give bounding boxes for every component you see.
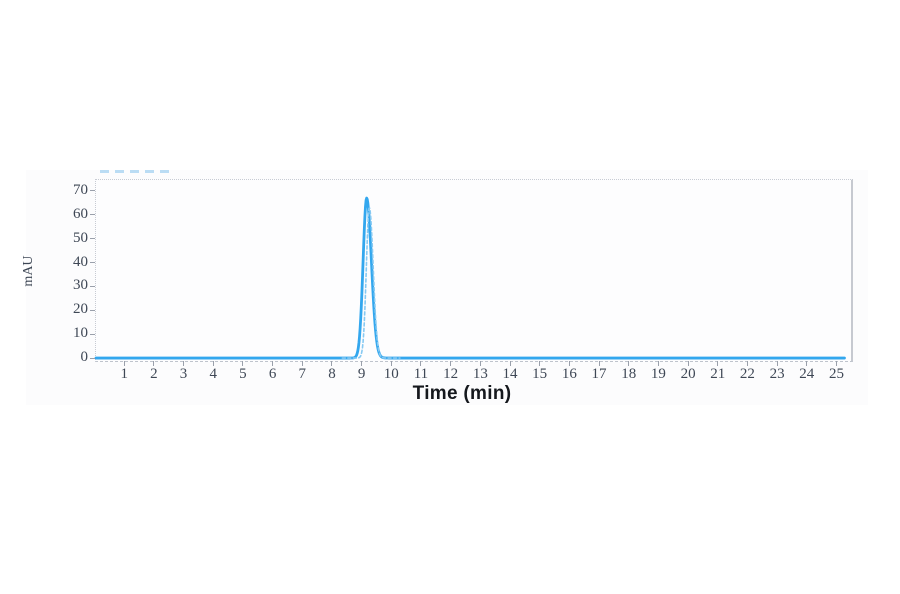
- x-axis-tick: [361, 361, 363, 366]
- x-axis-tick-label: 8: [328, 366, 336, 382]
- y-axis-tick: [90, 190, 95, 192]
- x-axis-tick: [390, 361, 392, 366]
- y-axis-tick-label: 40: [73, 253, 88, 270]
- x-axis-tick-label: 7: [298, 366, 307, 382]
- x-axis-tick: [183, 361, 185, 366]
- y-axis-tick-label: 0: [80, 349, 89, 366]
- y-axis-tick-label: 60: [73, 205, 88, 222]
- y-axis-tick: [90, 214, 95, 216]
- x-axis-tick-label: 11: [413, 366, 429, 382]
- y-axis-tick-label: 20: [73, 301, 88, 318]
- x-axis-tick: [598, 361, 600, 366]
- x-axis-tick-label: 16: [561, 366, 577, 382]
- x-axis-tick: [420, 361, 422, 366]
- x-axis-tick: [657, 361, 659, 366]
- y-axis-tick-label: 30: [73, 277, 88, 294]
- x-axis-tick-label: 10: [383, 366, 399, 382]
- x-axis-tick-label: 13: [472, 366, 488, 382]
- x-axis-tick-label: 4: [209, 366, 217, 382]
- x-axis-tick-label: 14: [502, 366, 518, 382]
- x-axis-tick: [539, 361, 541, 366]
- x-axis-tick: [123, 361, 125, 366]
- x-axis-tick: [212, 361, 214, 366]
- y-axis-tick: [90, 309, 95, 311]
- y-axis-tick: [90, 357, 95, 359]
- x-axis-tick-label: 18: [621, 366, 637, 382]
- x-axis-tick: [331, 361, 333, 366]
- x-axis-tick-label: 3: [179, 366, 188, 382]
- x-axis-tick-label: 23: [769, 366, 785, 382]
- chromatogram-trace: [94, 196, 846, 360]
- y-axis-tick: [90, 285, 95, 287]
- x-axis-tick: [717, 361, 719, 366]
- x-axis-tick: [242, 361, 244, 366]
- x-axis-tick-label: 12: [443, 366, 459, 382]
- x-axis-tick-label: 20: [680, 366, 696, 382]
- x-axis-tick-label: 1: [120, 366, 128, 382]
- x-axis-tick: [568, 361, 570, 366]
- x-axis-tick-label: 2: [150, 366, 158, 382]
- x-axis-tick-label: 15: [532, 366, 548, 382]
- clipped-annotation-marks: [100, 170, 174, 173]
- y-axis-title: mAU: [21, 255, 36, 287]
- x-axis-tick-label: 17: [591, 366, 607, 382]
- x-axis-tick: [153, 361, 155, 366]
- x-axis-tick-label: 24: [799, 366, 815, 382]
- x-axis-tick: [628, 361, 630, 366]
- chromatogram-trace-svg: [94, 196, 846, 360]
- ghost-trace: [341, 207, 401, 359]
- x-axis-tick-label: 5: [239, 366, 247, 382]
- y-axis-tick-label: 70: [73, 181, 88, 198]
- y-axis-tick: [90, 238, 95, 240]
- x-axis-tick: [687, 361, 689, 366]
- x-axis-tick: [272, 361, 274, 366]
- x-axis-tick-label: 25: [828, 366, 844, 382]
- x-axis-tick: [776, 361, 778, 366]
- x-axis-tick: [835, 361, 837, 366]
- x-axis-tick: [301, 361, 303, 366]
- x-axis-tick: [509, 361, 511, 366]
- y-axis-tick: [90, 262, 95, 264]
- x-axis-tick-label: 21: [710, 366, 726, 382]
- y-axis-tick-label: 50: [73, 229, 88, 246]
- y-axis-tick-label: 10: [73, 325, 88, 342]
- x-axis-tick-label: 6: [268, 366, 277, 382]
- x-axis-title: Time (min): [412, 383, 512, 404]
- x-axis-tick: [746, 361, 748, 366]
- x-axis-tick: [806, 361, 808, 366]
- x-axis-tick: [479, 361, 481, 366]
- x-axis-tick-label: 19: [650, 366, 666, 382]
- x-axis-tick: [450, 361, 452, 366]
- plot-area: 1 2 3 4 5 6 7 8 9 10 11 12 13 14 15 16 17 18 19 20 21 22 23 24 2…: [73, 179, 853, 382]
- y-axis-tick: [90, 333, 95, 335]
- x-axis-tick-label: 9: [357, 366, 366, 382]
- x-axis-tick-label: 22: [739, 366, 755, 382]
